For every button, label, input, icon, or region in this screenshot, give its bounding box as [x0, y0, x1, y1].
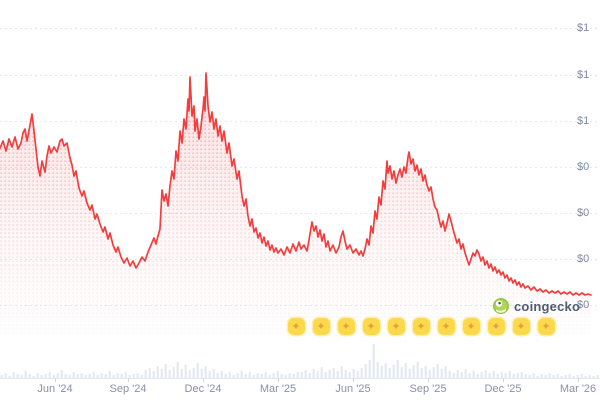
coin-candy-icon[interactable]: ✦: [537, 317, 555, 335]
x-axis-label: Mar '26: [559, 383, 597, 395]
y-axis-label: $0: [577, 253, 590, 265]
x-axis-label: Jun '25: [335, 383, 371, 395]
coin-candy-icon[interactable]: ✦: [512, 317, 530, 335]
price-line: [0, 72, 592, 296]
coingecko-watermark: coingecko: [493, 298, 580, 314]
x-axis-label: Mar '25: [259, 383, 297, 395]
y-axis-label: $0: [577, 207, 590, 219]
coin-candy-icon[interactable]: ✦: [312, 317, 330, 335]
price-area-dots: [0, 73, 591, 362]
y-axis-label: $1: [577, 22, 590, 34]
coin-candy-icon[interactable]: ✦: [287, 317, 305, 335]
coin-candy-icon[interactable]: ✦: [462, 317, 480, 335]
x-axis-label: Jun '24: [37, 383, 73, 395]
x-axis-label: Sep '24: [109, 383, 147, 395]
y-axis-label: $1: [577, 115, 590, 127]
coin-candy-icon[interactable]: ✦: [487, 317, 505, 335]
coingecko-watermark-text: coingecko: [514, 298, 581, 314]
y-axis-label: $0: [577, 161, 590, 173]
coin-candy-icon[interactable]: ✦: [412, 317, 430, 335]
x-axis-label: Dec '25: [484, 383, 522, 395]
y-axis-label: $1: [577, 69, 590, 81]
coingecko-logo-icon: [493, 298, 509, 314]
coin-candy-icon[interactable]: ✦: [337, 317, 355, 335]
y-axis-label: $0: [577, 299, 590, 311]
coin-candy-icon[interactable]: ✦: [362, 317, 380, 335]
coin-candy-icon[interactable]: ✦: [387, 317, 405, 335]
volume-bars: [0, 344, 599, 378]
x-axis-label: Dec '24: [184, 383, 222, 395]
coin-candy-icon[interactable]: ✦: [437, 317, 455, 335]
x-axis-label: Sep '25: [409, 383, 447, 395]
